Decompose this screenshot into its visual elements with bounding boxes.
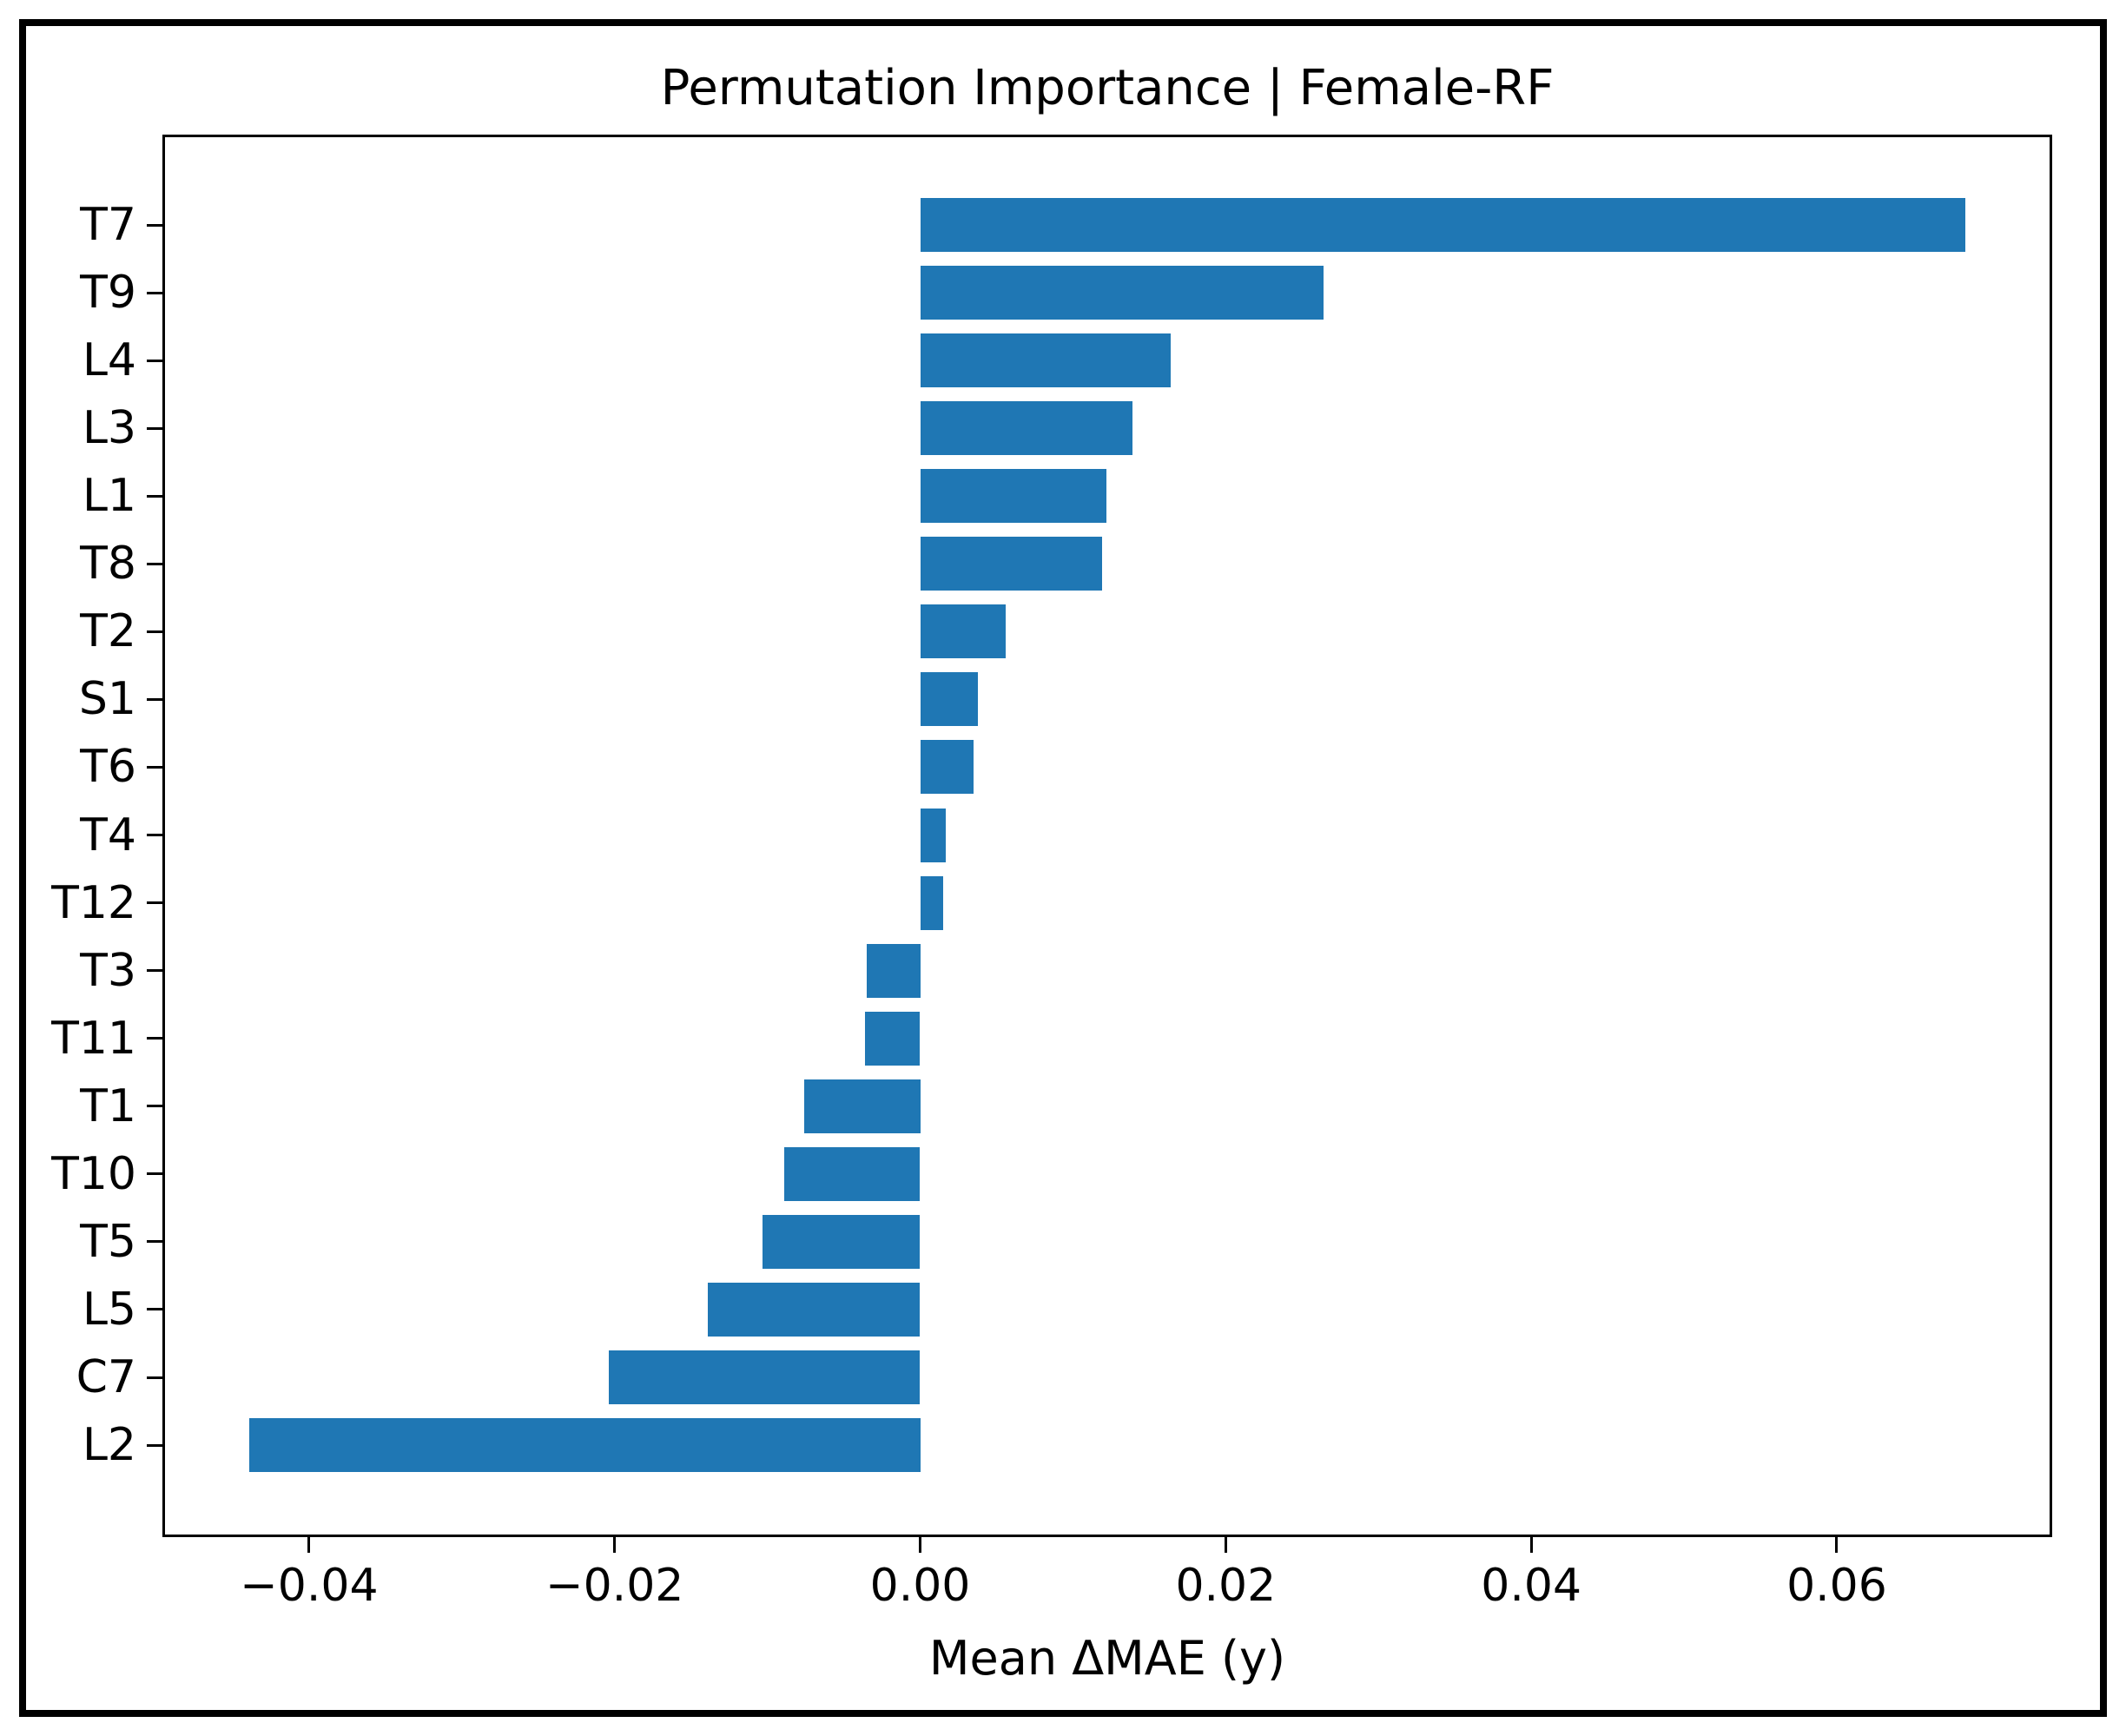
bar-T7	[920, 198, 1965, 252]
y-tick-T9	[147, 291, 162, 294]
y-tick-label-T5: T5	[80, 1215, 136, 1268]
y-tick-T11	[147, 1037, 162, 1040]
y-tick-C7	[147, 1376, 162, 1379]
y-tick-label-T12: T12	[51, 876, 136, 929]
bar-L4	[920, 333, 1171, 388]
y-tick-T7	[147, 223, 162, 227]
y-tick-label-T3: T3	[80, 944, 136, 997]
bar-L2	[249, 1418, 921, 1473]
x-tick-−0.02	[613, 1537, 617, 1553]
y-tick-label-T8: T8	[80, 538, 136, 591]
bar-T6	[920, 740, 974, 795]
x-tick-0.02	[1224, 1537, 1227, 1553]
bar-T4	[920, 808, 947, 862]
y-tick-label-T10: T10	[51, 1147, 136, 1200]
bar-T5	[763, 1214, 921, 1269]
bar-S1	[920, 672, 979, 727]
y-tick-label-L5: L5	[82, 1283, 136, 1336]
y-tick-L1	[147, 494, 162, 498]
y-tick-label-T2: T2	[80, 605, 136, 658]
y-tick-label-T9: T9	[80, 267, 136, 320]
x-tick-0.06	[1835, 1537, 1839, 1553]
y-tick-T12	[147, 901, 162, 905]
y-tick-T5	[147, 1240, 162, 1244]
x-tick-label-0.04: 0.04	[1481, 1560, 1582, 1612]
x-tick-0.00	[919, 1537, 921, 1553]
bar-T11	[865, 1011, 921, 1066]
y-tick-T8	[147, 562, 162, 565]
y-tick-L3	[147, 426, 162, 430]
plot-area	[162, 135, 2052, 1537]
y-tick-L2	[147, 1443, 162, 1447]
y-tick-label-T7: T7	[80, 199, 136, 251]
x-tick-label-0.00: 0.00	[869, 1560, 971, 1612]
bar-T3	[866, 943, 921, 998]
x-tick-−0.04	[307, 1537, 311, 1553]
x-tick-label-0.02: 0.02	[1175, 1560, 1277, 1612]
y-tick-L5	[147, 1308, 162, 1311]
y-tick-L4	[147, 359, 162, 362]
y-tick-S1	[147, 697, 162, 701]
y-tick-label-T6: T6	[80, 741, 136, 794]
y-tick-T10	[147, 1172, 162, 1176]
y-tick-T1	[147, 1105, 162, 1108]
y-tick-label-T1: T1	[80, 1079, 136, 1132]
y-tick-T2	[147, 630, 162, 633]
bar-T1	[803, 1079, 921, 1133]
y-tick-label-L2: L2	[82, 1419, 136, 1472]
y-tick-label-L1: L1	[82, 470, 136, 523]
bar-T8	[920, 537, 1102, 591]
x-tick-label-0.06: 0.06	[1786, 1560, 1887, 1612]
y-tick-T6	[147, 765, 162, 769]
bar-T12	[920, 875, 943, 930]
bar-T10	[783, 1146, 921, 1201]
chart-title: Permutation Importance | Female-RF	[660, 60, 1555, 116]
bar-L1	[920, 469, 1107, 524]
y-tick-label-L4: L4	[82, 334, 136, 387]
y-tick-T3	[147, 969, 162, 973]
x-tick-label-−0.02: −0.02	[545, 1560, 684, 1612]
y-tick-label-T11: T11	[51, 1012, 136, 1065]
y-tick-label-S1: S1	[78, 673, 136, 726]
bar-L5	[707, 1282, 921, 1337]
bar-C7	[608, 1350, 921, 1405]
y-tick-label-C7: C7	[76, 1351, 136, 1404]
x-axis-label: Mean ΔMAE (y)	[928, 1631, 1286, 1686]
bar-T2	[920, 604, 1006, 659]
x-tick-0.04	[1529, 1537, 1533, 1553]
bars-group	[162, 135, 2052, 1537]
bar-L3	[920, 401, 1132, 456]
y-tick-label-T4: T4	[80, 809, 136, 861]
x-tick-label-−0.04: −0.04	[240, 1560, 379, 1612]
y-tick-label-L3: L3	[82, 402, 136, 455]
bar-T9	[920, 266, 1324, 320]
y-tick-T4	[147, 834, 162, 837]
